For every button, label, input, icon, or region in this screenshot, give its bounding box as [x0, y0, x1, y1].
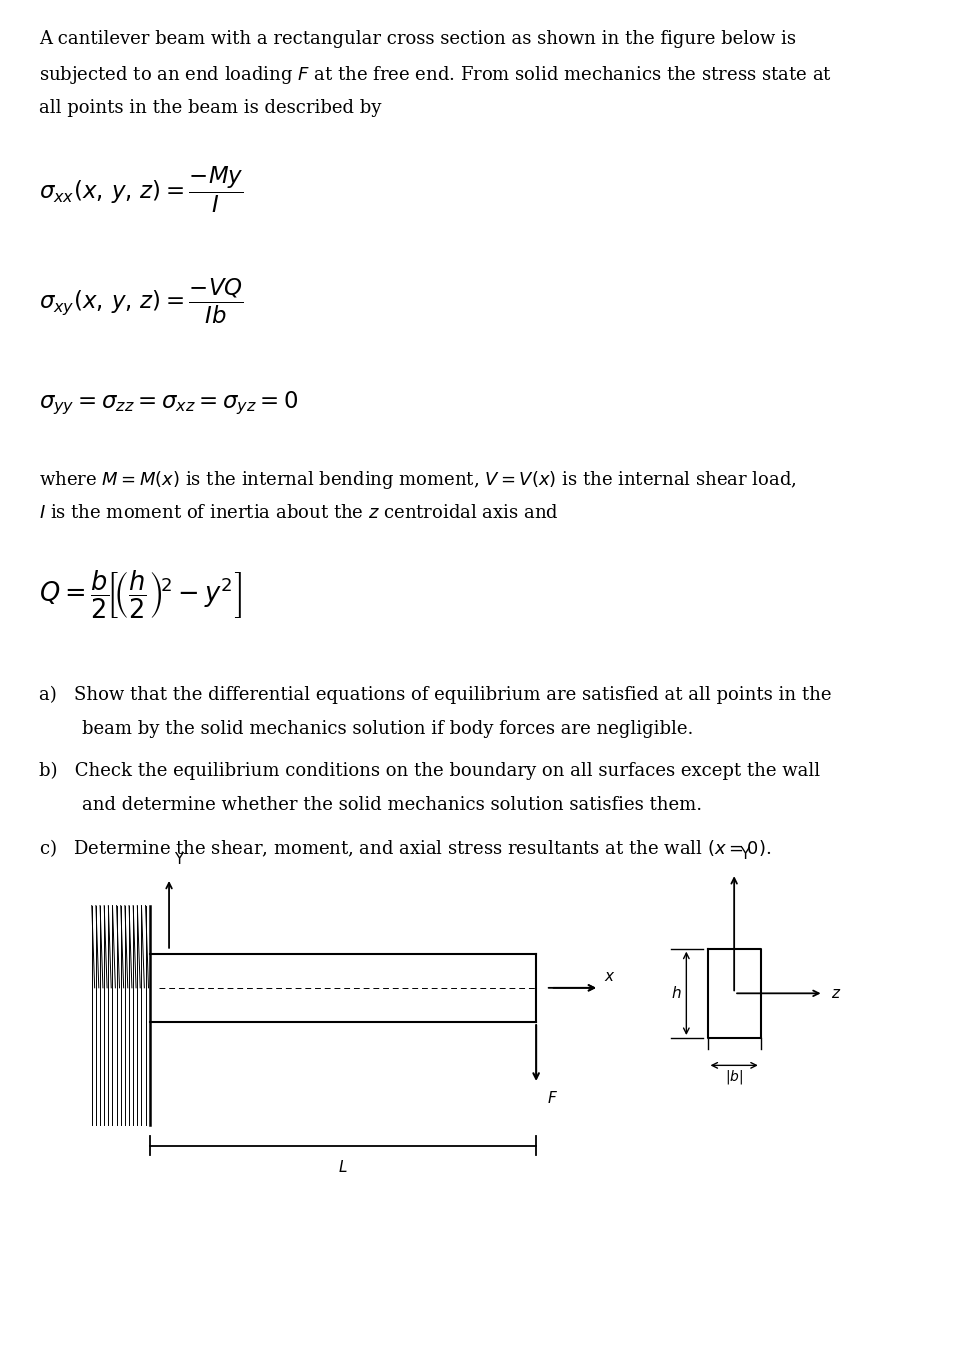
Text: subjected to an end loading $\it{F}$ at the free end. From solid mechanics the s: subjected to an end loading $\it{F}$ at …: [39, 64, 832, 86]
Text: c)   Determine the shear, moment, and axial stress resultants at the wall $(x = : c) Determine the shear, moment, and axia…: [39, 837, 771, 859]
Text: F: F: [548, 1091, 556, 1106]
Text: z: z: [831, 986, 839, 1000]
Text: x: x: [605, 969, 613, 984]
Text: a)   Show that the differential equations of equilibrium are satisfied at all po: a) Show that the differential equations …: [39, 686, 831, 704]
Text: h: h: [672, 986, 682, 1000]
Text: $\sigma_{xx}(x,\, y,\, z) = \dfrac{-My}{I}$: $\sigma_{xx}(x,\, y,\, z) = \dfrac{-My}{…: [39, 165, 243, 215]
Text: $\mathit{I}$ is the moment of inertia about the $z$ centroidal axis and: $\mathit{I}$ is the moment of inertia ab…: [39, 504, 558, 521]
Text: $\sigma_{xy}(x,\, y,\, z) = \dfrac{-VQ}{Ib}$: $\sigma_{xy}(x,\, y,\, z) = \dfrac{-VQ}{…: [39, 277, 243, 327]
Text: where $\mathit{M} = M(x)$ is the internal bending moment, $\mathit{V} = V(x)$ is: where $\mathit{M} = M(x)$ is the interna…: [39, 469, 796, 491]
Text: and determine whether the solid mechanics solution satisfies them.: and determine whether the solid mechanic…: [82, 796, 702, 814]
Text: b)   Check the equilibrium conditions on the boundary on all surfaces except the: b) Check the equilibrium conditions on t…: [39, 761, 820, 779]
Text: beam by the solid mechanics solution if body forces are negligible.: beam by the solid mechanics solution if …: [82, 720, 694, 738]
Text: $L$: $L$: [338, 1159, 348, 1176]
Text: all points in the beam is described by: all points in the beam is described by: [39, 99, 381, 117]
Text: Y: Y: [740, 848, 750, 863]
Text: A cantilever beam with a rectangular cross section as shown in the figure below : A cantilever beam with a rectangular cro…: [39, 30, 796, 48]
Text: $\sigma_{yy} = \sigma_{zz} = \sigma_{xz} = \sigma_{yz} = 0$: $\sigma_{yy} = \sigma_{zz} = \sigma_{xz}…: [39, 390, 298, 417]
Text: Y: Y: [174, 852, 184, 867]
Text: $Q = \dfrac{b}{2}\!\left[\!\left(\dfrac{h}{2}\right)^{\!2} - y^2\right]$: $Q = \dfrac{b}{2}\!\left[\!\left(\dfrac{…: [39, 569, 242, 622]
Text: |$b$|: |$b$|: [724, 1067, 744, 1087]
